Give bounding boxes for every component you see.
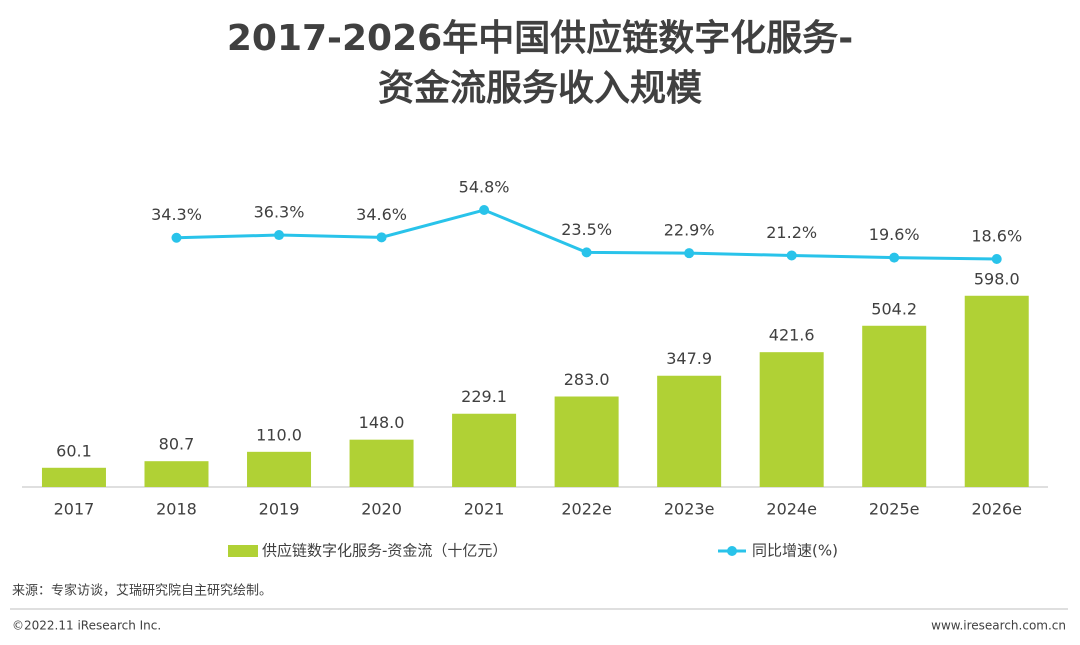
- line-point: [684, 248, 695, 259]
- data-label: 598.0: [974, 269, 1020, 288]
- line-point: [889, 252, 900, 263]
- data-label: 22.9%: [664, 221, 715, 240]
- line-point: [479, 205, 490, 216]
- bar: [759, 352, 824, 487]
- x-tick-label: 2023e: [664, 500, 715, 519]
- data-label: 18.6%: [971, 226, 1022, 245]
- legend-label: 供应链数字化服务-资金流（十亿元）: [262, 542, 507, 560]
- data-label: 283.0: [564, 370, 610, 389]
- data-label: 21.2%: [766, 223, 817, 242]
- data-label: 421.6: [769, 326, 815, 345]
- line-point: [581, 247, 592, 258]
- data-label: 54.8%: [459, 178, 510, 197]
- data-label: 504.2: [871, 299, 917, 318]
- bar: [657, 375, 722, 487]
- data-label: 36.3%: [254, 203, 305, 222]
- legend-label: 同比增速(%): [752, 542, 838, 560]
- data-label: 60.1: [56, 441, 92, 460]
- bar: [554, 396, 619, 487]
- source: 来源：专家访谈，艾瑞研究院自主研究绘制。: [12, 583, 272, 599]
- legend-swatch: [727, 546, 737, 556]
- footer-right: www.iresearch.com.cn: [931, 619, 1066, 633]
- data-label: 34.6%: [356, 205, 407, 224]
- data-label: 110.0: [256, 425, 302, 444]
- line-point: [991, 253, 1002, 264]
- x-tick-label: 2017: [54, 500, 95, 519]
- data-label: 34.3%: [151, 205, 202, 224]
- chart-title: 2017-2026年中国供应链数字化服务-: [227, 18, 853, 59]
- bar: [452, 413, 517, 487]
- data-label: 19.6%: [869, 225, 920, 244]
- bar: [41, 467, 106, 487]
- footer-left: ©2022.11 iResearch Inc.: [12, 619, 161, 633]
- data-label: 229.1: [461, 387, 507, 406]
- x-tick-label: 2019: [259, 500, 300, 519]
- chart-title: 资金流服务收入规模: [378, 67, 702, 109]
- x-tick-label: 2026e: [971, 500, 1022, 519]
- bar: [862, 325, 927, 487]
- x-tick-label: 2024e: [766, 500, 817, 519]
- line-point: [171, 232, 182, 243]
- x-tick-label: 2025e: [869, 500, 920, 519]
- data-label: 80.7: [159, 435, 195, 454]
- data-label: 23.5%: [561, 220, 612, 239]
- bar: [349, 439, 414, 487]
- legend-swatch: [228, 545, 258, 557]
- data-label: 347.9: [666, 349, 712, 368]
- x-tick-label: 2021: [464, 500, 505, 519]
- bar: [144, 461, 209, 487]
- bar: [247, 451, 312, 487]
- data-label: 148.0: [359, 413, 405, 432]
- x-tick-label: 2020: [361, 500, 402, 519]
- x-tick-label: 2018: [156, 500, 197, 519]
- x-tick-label: 2022e: [561, 500, 612, 519]
- bar: [964, 295, 1029, 487]
- line-point: [274, 230, 285, 241]
- line-point: [786, 250, 797, 261]
- line-point: [376, 232, 387, 243]
